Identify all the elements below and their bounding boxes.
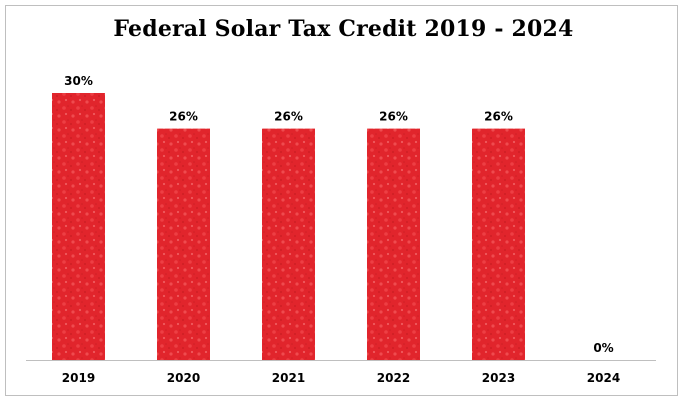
x-tick-label-2024: 2024	[587, 371, 620, 385]
chart-frame	[5, 5, 678, 396]
data-label-2022: 26%	[379, 110, 408, 124]
chart-title: Federal Solar Tax Credit 2019 - 2024	[113, 16, 574, 42]
data-label-2020: 26%	[169, 110, 198, 124]
data-label-2019: 30%	[64, 74, 93, 88]
x-tick-label-2020: 2020	[167, 371, 200, 385]
x-tick-label-2019: 2019	[62, 371, 95, 385]
bar-2021	[262, 128, 315, 360]
x-tick-label-2021: 2021	[272, 371, 305, 385]
data-label-2024: 0%	[593, 341, 613, 355]
data-label-2023: 26%	[484, 110, 513, 124]
x-tick-label-2022: 2022	[377, 371, 410, 385]
bar-2019	[52, 93, 105, 360]
x-tick-label-2023: 2023	[482, 371, 515, 385]
bar-2020	[157, 128, 210, 360]
data-label-2021: 26%	[274, 110, 303, 124]
bar-2022	[367, 128, 420, 360]
bar-2023	[472, 128, 525, 360]
